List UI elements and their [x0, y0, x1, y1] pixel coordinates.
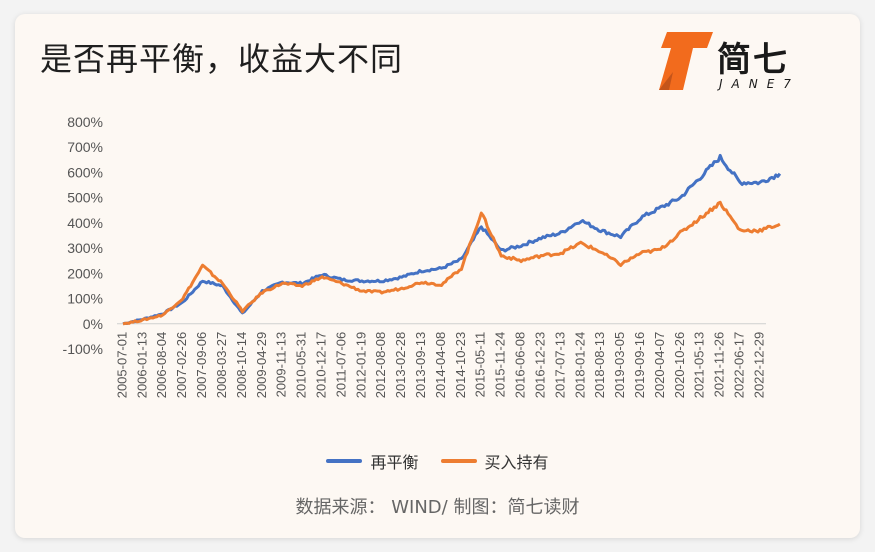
- x-tick-label: 2019-03-05: [612, 332, 627, 399]
- x-tick-label: 2007-02-26: [174, 332, 189, 399]
- y-tick-label: -100%: [63, 341, 103, 357]
- x-tick-label: 2012-01-19: [353, 332, 368, 399]
- x-tick-label: 2016-12-23: [532, 332, 547, 399]
- series-line-buyhold: [122, 200, 781, 326]
- legend-swatch-buyhold: [440, 459, 477, 463]
- legend-swatch-rebalance: [326, 459, 363, 463]
- x-tick-label: 2005-07-01: [114, 332, 129, 399]
- x-tick-label: 2012-08-08: [373, 332, 388, 399]
- y-tick-label: 300%: [67, 240, 103, 256]
- x-tick-label: 2014-10-23: [453, 332, 468, 399]
- legend-item-rebalance: 再平衡: [326, 449, 419, 473]
- x-tick-label: 2010-05-31: [294, 332, 309, 399]
- x-tick-label: 2020-04-07: [652, 332, 667, 399]
- chart-legend: 再平衡 买入持有: [0, 449, 875, 473]
- x-tick-label: 2007-09-06: [194, 332, 209, 399]
- x-tick-label: 2014-04-08: [433, 332, 448, 399]
- legend-item-buyhold: 买入持有: [440, 449, 549, 473]
- x-tick-label: 2021-05-13: [692, 332, 707, 399]
- data-source-note: 数据来源： WIND/ 制图：简七读财: [295, 497, 580, 518]
- chart-card: [15, 14, 860, 538]
- x-tick-label: 2022-06-17: [732, 332, 747, 399]
- legend-label-buyhold: 买入持有: [484, 453, 549, 472]
- x-tick-label: 2006-08-04: [154, 332, 169, 399]
- y-tick-label: 700%: [67, 139, 103, 155]
- x-tick-label: 2015-11-24: [493, 332, 508, 398]
- x-tick-label: 2008-03-27: [214, 332, 229, 399]
- x-tick-label: 2013-02-28: [393, 332, 408, 399]
- brand-logo-text: 简七: [717, 40, 789, 80]
- x-tick-label: 2020-10-26: [672, 332, 687, 399]
- x-tick-label: 2015-05-11: [473, 332, 488, 398]
- legend-label-rebalance: 再平衡: [370, 453, 419, 472]
- x-tick-label: 2019-09-16: [632, 332, 647, 399]
- brand-logo-subtext: JANE7: [719, 77, 800, 91]
- y-tick-label: 400%: [67, 215, 103, 231]
- x-tick-label: 2009-04-29: [254, 332, 269, 399]
- x-tick-label: 2009-11-13: [274, 332, 289, 398]
- y-tick-label: 500%: [67, 190, 103, 206]
- x-tick-label: 2021-11-26: [712, 332, 727, 398]
- x-tick-label: 2011-07-06: [333, 332, 348, 398]
- x-tick-label: 2017-07-13: [552, 332, 567, 399]
- chart-title: 是否再平衡，收益大不同: [40, 40, 404, 78]
- x-tick-label: 2016-06-08: [513, 332, 528, 399]
- y-tick-label: 600%: [67, 164, 103, 180]
- x-tick-label: 2018-08-13: [592, 332, 607, 399]
- y-tick-label: 800%: [67, 114, 103, 130]
- x-tick-label: 2008-10-14: [234, 332, 249, 399]
- y-tick-label: 200%: [67, 265, 103, 281]
- x-tick-label: 2010-12-17: [314, 332, 329, 399]
- y-tick-label: 100%: [67, 291, 103, 307]
- brand-logo-icon: [659, 32, 713, 90]
- x-tick-label: 2013-09-13: [413, 332, 428, 399]
- series-line-rebalance: [122, 153, 782, 326]
- x-tick-label: 2022-12-29: [751, 332, 766, 399]
- x-tick-label: 2006-01-13: [134, 332, 149, 399]
- x-tick-label: 2018-01-24: [572, 332, 587, 399]
- y-tick-label: 0%: [83, 316, 103, 332]
